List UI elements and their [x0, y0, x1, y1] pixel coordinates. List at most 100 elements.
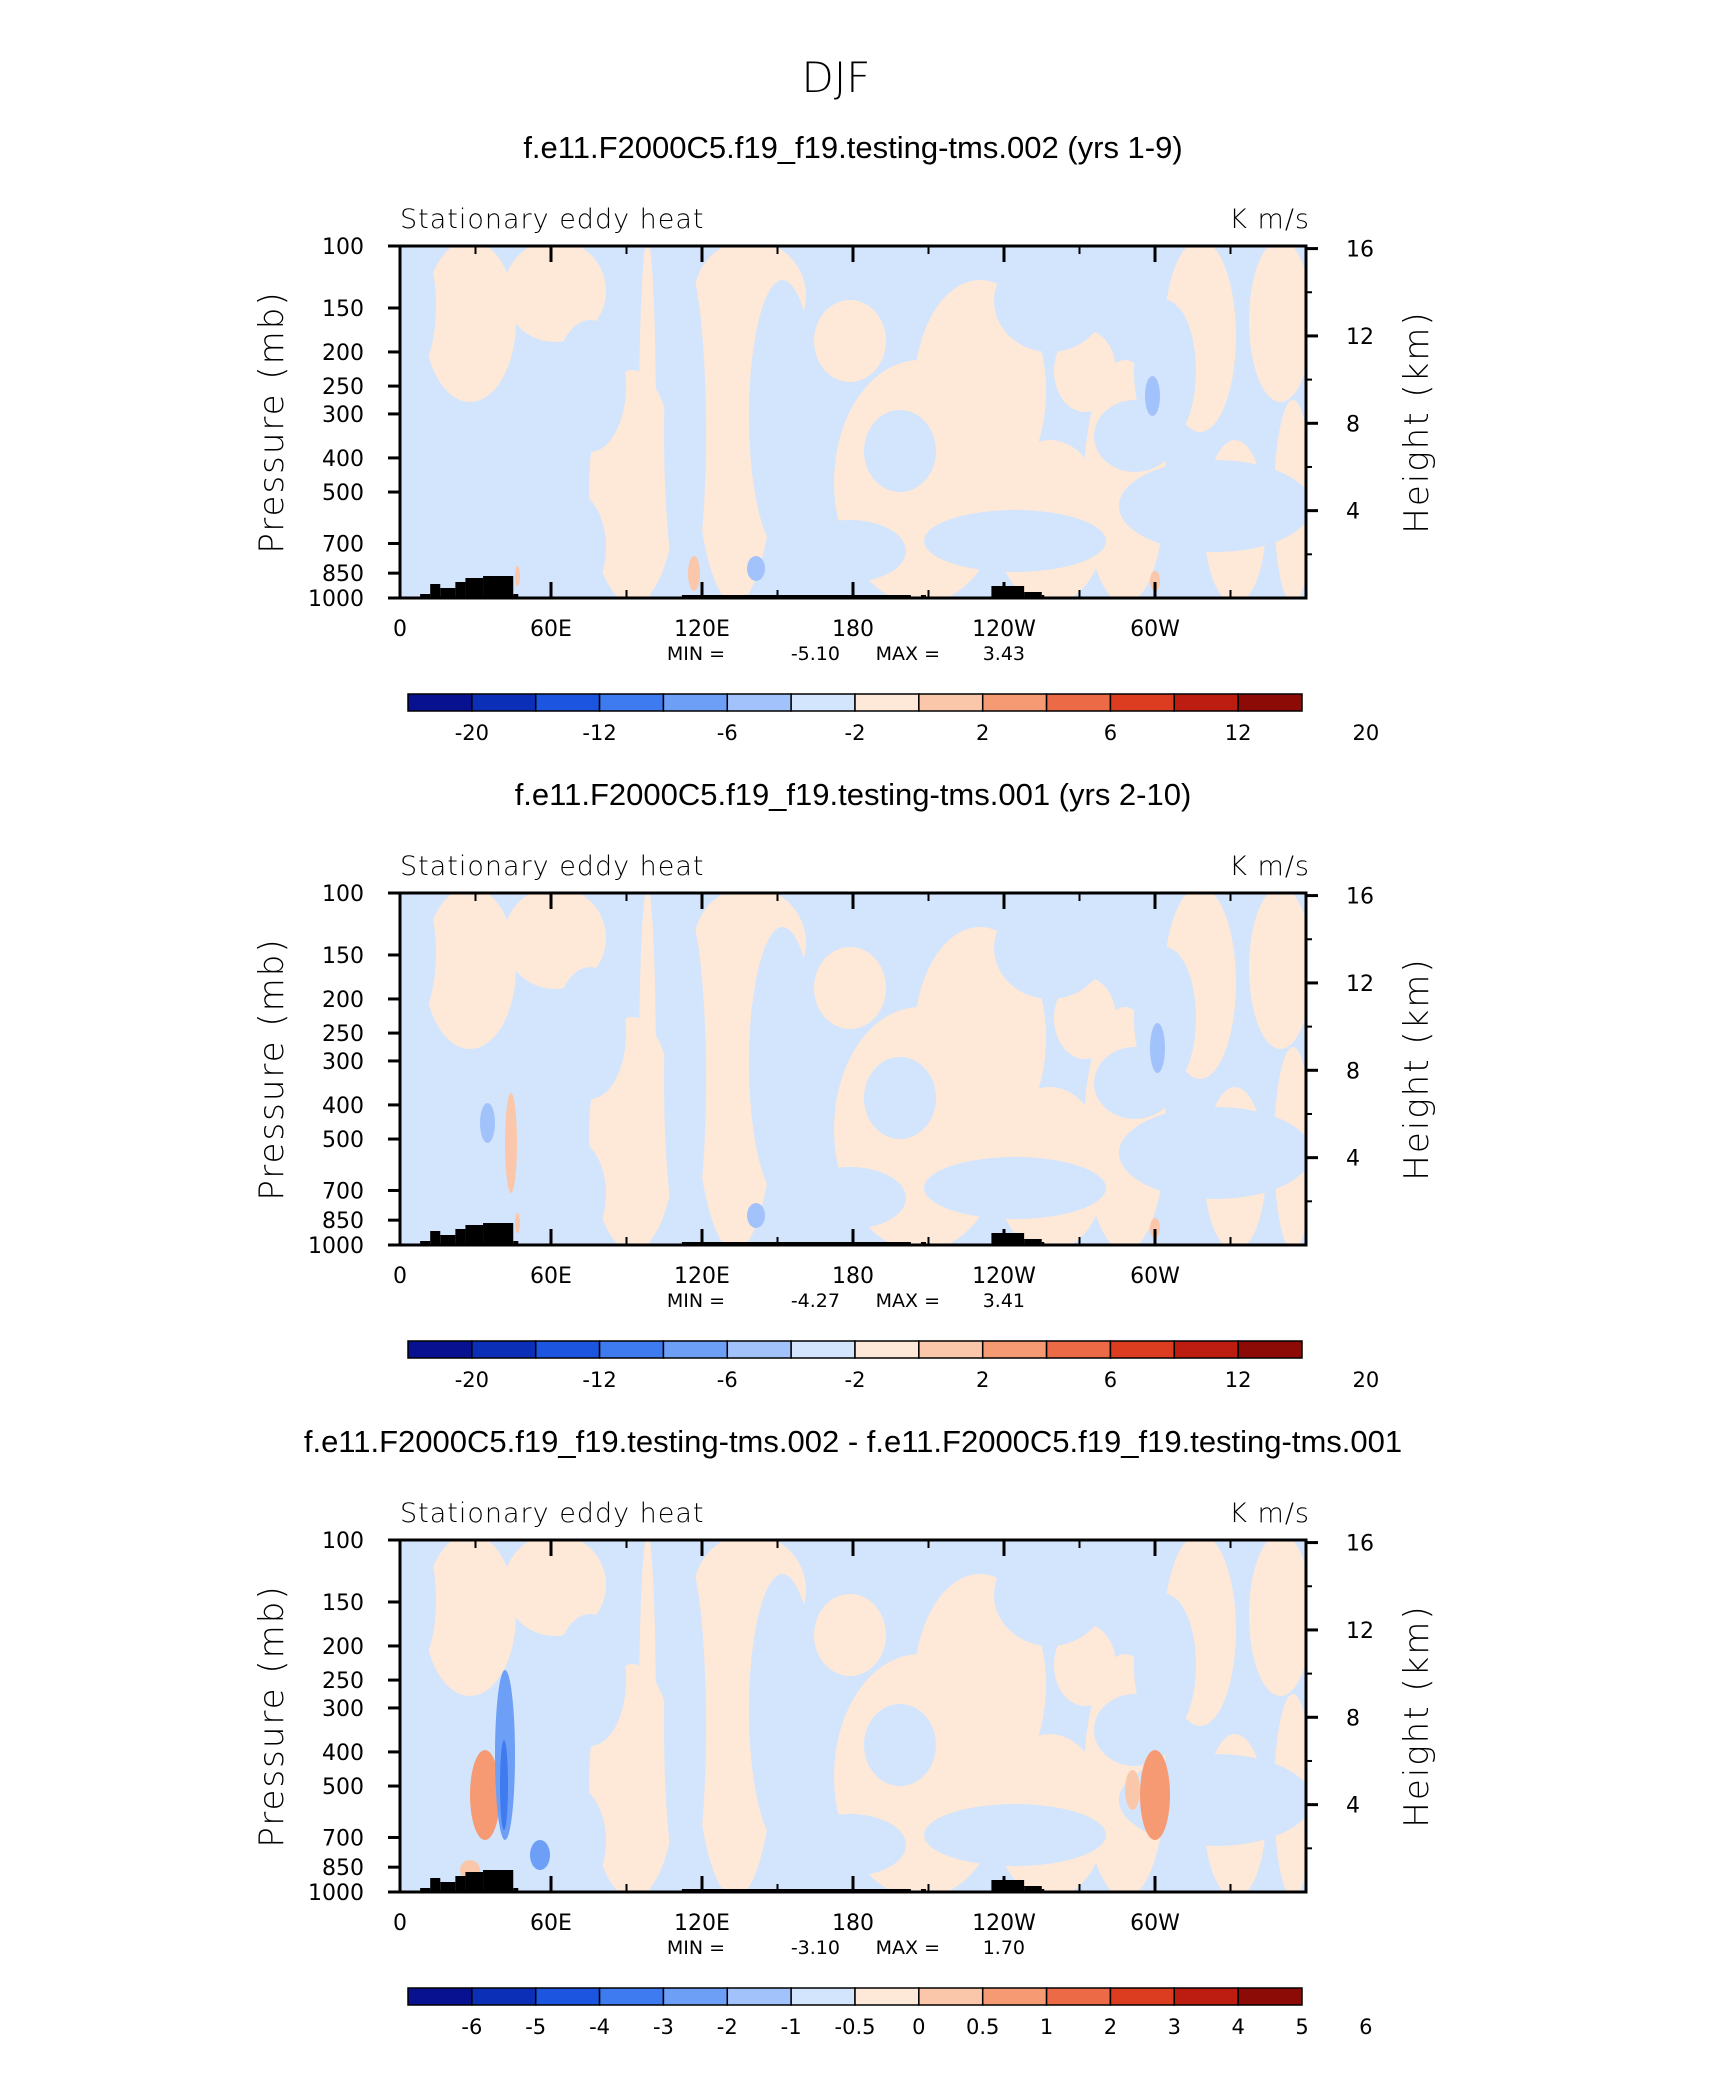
cool-region [994, 1544, 1106, 1646]
min-label: MIN = [667, 1937, 725, 1959]
y-right-tick-label: 4 [1346, 1147, 1360, 1172]
cool-region [1134, 300, 1196, 442]
y-tick-label: 250 [322, 375, 364, 400]
colorbar-label: -6 [717, 1368, 738, 1392]
y-right-tick-label: 16 [1346, 238, 1374, 263]
colorbar-box [790, 1987, 856, 2006]
colorbar-label: -12 [582, 721, 616, 745]
colorbar-box [471, 693, 537, 712]
topography-bar [440, 588, 456, 598]
cool-region [794, 1167, 906, 1229]
cool-region [749, 927, 816, 1199]
extreme-region [515, 1213, 520, 1233]
colorbar: -20 -12 -6 -2 2 6 12 20 [407, 1340, 1379, 1392]
panel-2: f.e11.F2000C5.f19_f19.testing-tms.001 (y… [252, 777, 1437, 1392]
cool-region [400, 1540, 436, 1666]
y-right-tick-label: 12 [1346, 1619, 1374, 1644]
cool-region [554, 967, 626, 1099]
x-tick-label: 0 [393, 617, 407, 642]
cool-region [1119, 1107, 1306, 1199]
y-tick-label: 700 [322, 1179, 364, 1204]
x-tick-label: 60E [530, 617, 572, 642]
cool-region [484, 1037, 546, 1119]
topography-bar [483, 1870, 514, 1892]
x-tick-label: 120E [674, 1911, 730, 1936]
y-tick-label: 200 [322, 1635, 364, 1660]
y-axis-title: Pressure (mb) [252, 1584, 292, 1847]
cool-region [924, 510, 1106, 572]
topography-bar [483, 1223, 514, 1245]
y-tick-label: 400 [322, 1094, 364, 1119]
colorbar-label: 6 [1104, 1368, 1117, 1392]
min-value: -4.27 [791, 1290, 840, 1312]
topography-bar [1024, 592, 1042, 598]
colorbar: -20 -12 -6 -2 2 6 12 20 [407, 693, 1379, 745]
colorbar-label: -2 [845, 1368, 866, 1392]
cool-region [554, 320, 626, 452]
y-right-tick-label: 4 [1346, 1794, 1360, 1819]
colorbar-label: 12 [1225, 721, 1252, 745]
min-value: -5.10 [791, 643, 840, 665]
colorbar-box [1045, 1987, 1112, 2006]
colorbar-label: -20 [455, 1368, 489, 1392]
y-tick-label: 1000 [308, 1234, 364, 1259]
contour-field [400, 246, 1306, 598]
x-tick-label: 60E [530, 1264, 572, 1289]
min-label: MIN = [667, 1290, 725, 1312]
cool-region [924, 1157, 1106, 1219]
cool-region [864, 1704, 936, 1786]
cool-region [664, 260, 706, 598]
y-tick-label: 850 [322, 1209, 364, 1234]
warm-region [504, 1540, 606, 1636]
colorbar-box [534, 1987, 601, 2006]
y-tick-label: 500 [322, 1775, 364, 1800]
colorbar-box [1173, 1987, 1239, 2006]
topography-bar [1024, 1886, 1042, 1892]
topography-bar [420, 1888, 431, 1892]
colorbar-label: -12 [582, 1368, 616, 1392]
warm-region [1249, 246, 1306, 402]
colorbar-box [534, 693, 601, 712]
colorbar-label: -5 [525, 2015, 546, 2039]
topography-bar [1024, 1239, 1042, 1245]
warm-region [504, 246, 606, 342]
topography-bar [455, 582, 466, 598]
y-tick-label: 200 [322, 341, 364, 366]
colorbar-label: 6 [1104, 721, 1117, 745]
y-tick-label: 250 [322, 1022, 364, 1047]
cool-region [1134, 947, 1196, 1089]
colorbar-box [918, 693, 984, 712]
y-right-tick-label: 12 [1346, 972, 1374, 997]
cool-region [400, 893, 436, 1019]
y-tick-label: 300 [322, 1697, 364, 1722]
cool-region [994, 897, 1106, 999]
cool-region [1119, 460, 1306, 552]
topography-bar [465, 1872, 484, 1892]
colorbar-label: 2 [976, 1368, 989, 1392]
colorbar-box [598, 693, 665, 712]
topography-bar [465, 578, 484, 598]
x-tick-label: 180 [832, 1911, 874, 1936]
colorbar-box [790, 1340, 856, 1359]
topography-bar [430, 1231, 441, 1245]
colorbar-label: -1 [781, 2015, 802, 2039]
colorbar-box [534, 1340, 601, 1359]
topography-bar [513, 1888, 519, 1892]
y-tick-label: 300 [322, 403, 364, 428]
extreme-region [480, 1103, 495, 1143]
x-tick-label: 120E [674, 617, 730, 642]
colorbar-label: -20 [455, 721, 489, 745]
colorbar-box [790, 693, 856, 712]
x-tick-label: 120W [972, 617, 1036, 642]
y-tick-label: 150 [322, 944, 364, 969]
topography-bar [420, 594, 431, 598]
y-tick-label: 400 [322, 1741, 364, 1766]
colorbar-label: -4 [589, 2015, 610, 2039]
x-tick-label: 0 [393, 1911, 407, 1936]
x-tick-label: 0 [393, 1264, 407, 1289]
colorbar-box [598, 1987, 665, 2006]
colorbar-box [726, 693, 792, 712]
cool-region [400, 1684, 456, 1826]
x-tick-label: 180 [832, 1264, 874, 1289]
topography-bar [430, 584, 441, 598]
